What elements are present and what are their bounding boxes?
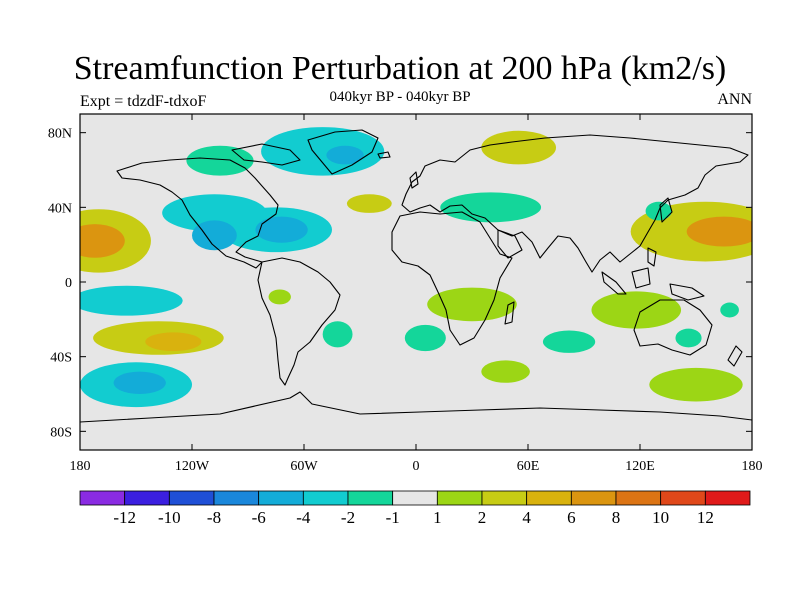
anomaly-region	[675, 328, 702, 348]
colorbar-box	[704, 490, 751, 506]
colorbar-box	[79, 490, 126, 506]
anomaly-region	[481, 360, 530, 383]
plot-title: Streamfunction Perturbation at 200 hPa (…	[73, 50, 727, 87]
x-tick-label: 60W	[290, 459, 318, 474]
anomaly-region	[686, 216, 752, 247]
y-tick-label: 40N	[48, 201, 72, 216]
colorbar-label: -8	[207, 508, 221, 527]
colorbar-label: 4	[522, 508, 531, 527]
coastline-borneo	[631, 267, 651, 289]
colorbar-label: -1	[386, 508, 400, 527]
coastline-new-zealand	[727, 345, 743, 367]
colorbar-label: 2	[478, 508, 487, 527]
coastline-madagascar	[504, 301, 515, 325]
colorbar-label: -4	[296, 508, 311, 527]
colorbar-box	[302, 490, 349, 506]
coastline-sumatra	[601, 271, 627, 295]
colorbar-label: -10	[158, 508, 181, 527]
coastline-greenland	[307, 129, 379, 175]
colorbar-label: 6	[567, 508, 576, 527]
anomaly-region	[145, 332, 202, 352]
x-tick-label: 180	[70, 459, 91, 474]
anomaly-region	[326, 145, 364, 165]
colorbar-box	[481, 490, 528, 506]
map-axes: 180 120W 60W 0 60E 120E 180 80N 40N 0 40S 80S	[48, 114, 763, 474]
colorbar-box	[526, 490, 572, 506]
coastline-south-america	[257, 257, 341, 386]
colorbar-box	[347, 490, 394, 506]
coastline-africa	[391, 211, 513, 346]
anomaly-region	[440, 192, 542, 223]
anomaly-region	[261, 127, 385, 176]
y-tick-label: 0	[65, 276, 72, 291]
x-tick-label: 180	[742, 459, 763, 474]
x-tick-label: 60E	[517, 459, 540, 474]
x-tick-label: 120E	[625, 459, 655, 474]
colorbar-box	[168, 490, 215, 506]
colorbar-box	[570, 490, 617, 506]
anomaly-region	[192, 220, 237, 251]
colorbar-label: -12	[113, 508, 136, 527]
anomaly-region	[542, 330, 596, 353]
anomaly-field	[80, 127, 752, 408]
anomaly-region	[720, 302, 739, 318]
anomaly-region	[322, 321, 353, 348]
experiment-label: Expt = tdzdF-tdxoF	[80, 93, 207, 110]
coastlines	[80, 129, 752, 423]
anomaly-region	[268, 289, 291, 305]
coastline-new-guinea	[669, 283, 705, 301]
anomaly-region	[346, 194, 392, 213]
colorbar-label: 12	[697, 508, 714, 527]
coastline-arctic-islands	[231, 143, 301, 166]
colorbar-box	[124, 490, 170, 506]
coastline-philippines	[647, 247, 657, 267]
y-tick-label: 80S	[50, 425, 72, 440]
coastline-iceland	[377, 151, 391, 159]
anomaly-region	[404, 324, 446, 352]
y-tick-label: 80N	[48, 127, 72, 142]
colorbar-label: 8	[612, 508, 621, 527]
colorbar-label: 10	[652, 508, 669, 527]
x-tick-label: 120W	[175, 459, 210, 474]
coastline-north-america	[116, 157, 279, 269]
colorbar-box	[258, 490, 304, 506]
anomaly-region	[255, 216, 308, 243]
anomaly-region	[427, 287, 517, 322]
anomaly-region	[481, 130, 556, 165]
colorbar-box	[660, 490, 706, 506]
coastline-british-isles	[409, 171, 419, 189]
season-label: ANN	[717, 91, 752, 108]
anomaly-region	[162, 194, 267, 232]
coastline-arabia	[497, 229, 523, 259]
colorbar-box	[213, 490, 260, 506]
coastline-eurasia	[401, 134, 749, 273]
anomaly-region	[186, 145, 254, 176]
anomaly-region	[80, 224, 125, 258]
y-tick-label: 40S	[50, 351, 72, 366]
colorbar: -12 -10 -8 -6 -4 -2 -1 1 2 4 6 8 10 12	[79, 490, 751, 527]
x-tick-label: 0	[413, 459, 420, 474]
colorbar-box	[615, 490, 662, 506]
colorbar-label: -2	[341, 508, 355, 527]
coastline-japan	[659, 197, 673, 223]
coastline-antarctica	[80, 391, 752, 423]
anomaly-region	[113, 371, 166, 394]
colorbar-label: -6	[252, 508, 266, 527]
colorbar-box	[392, 490, 438, 506]
plot-subtitle: 040kyr BP - 040kyr BP	[329, 89, 471, 105]
ocean-background	[80, 114, 752, 450]
colorbar-box	[436, 490, 483, 506]
anomaly-region	[649, 367, 743, 402]
coastline-australia	[633, 299, 713, 356]
anomaly-region	[80, 285, 183, 316]
colorbar-label: 1	[433, 508, 442, 527]
